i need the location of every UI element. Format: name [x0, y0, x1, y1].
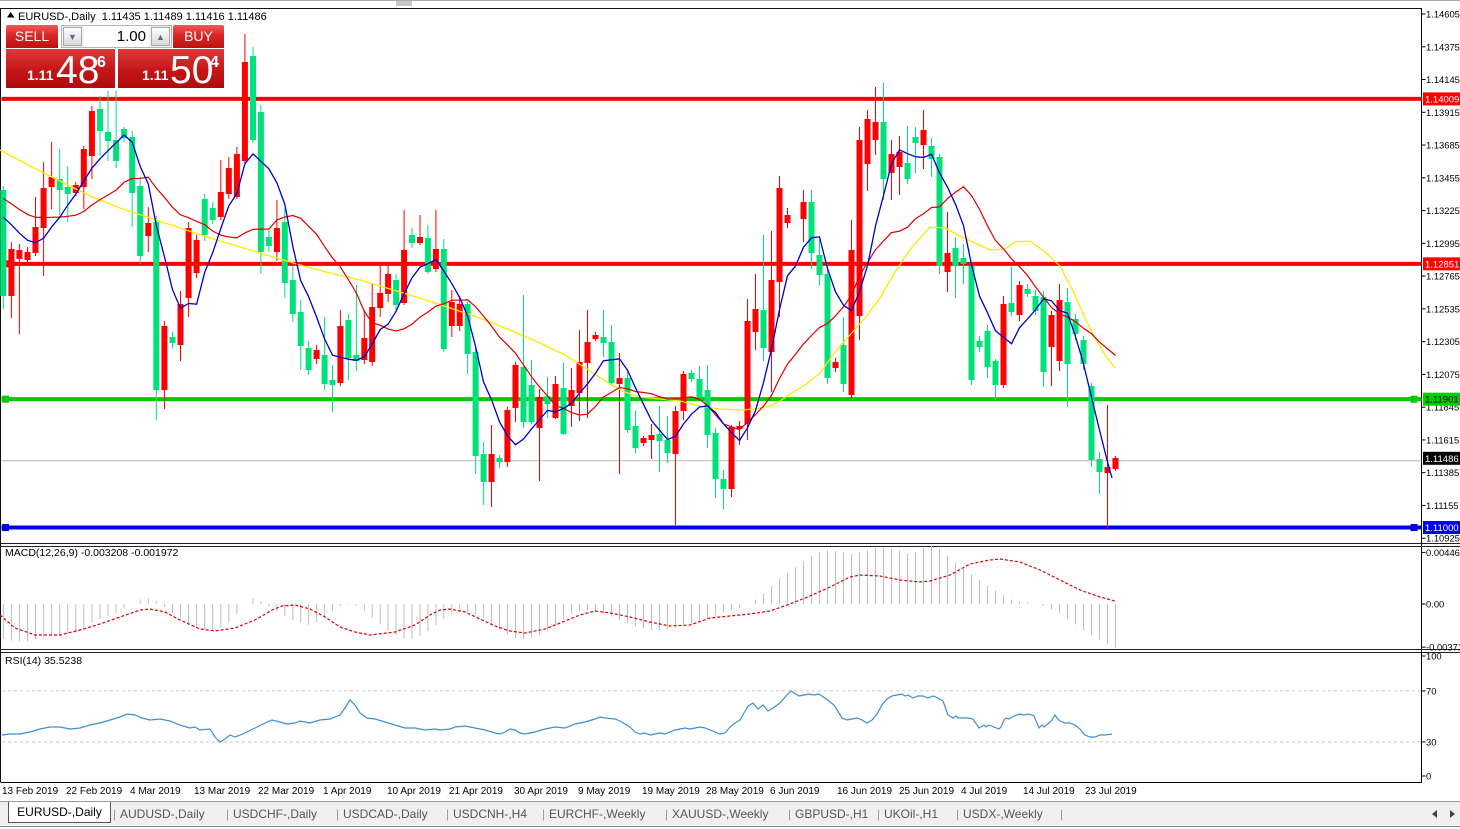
svg-text:XAUUSD-,Weekly: XAUUSD-,Weekly: [672, 807, 768, 821]
svg-text:1.11385: 1.11385: [1426, 467, 1459, 478]
svg-text:1.13225: 1.13225: [1426, 205, 1460, 216]
svg-text:0.004465: 0.004465: [1426, 547, 1460, 558]
svg-text:14 Jul 2019: 14 Jul 2019: [1023, 786, 1075, 797]
svg-text:|: |: [542, 807, 545, 821]
svg-text:-0.003715: -0.003715: [1426, 642, 1460, 653]
svg-text:1.12305: 1.12305: [1426, 336, 1460, 347]
svg-text:AUDUSD-,Daily: AUDUSD-,Daily: [120, 807, 205, 821]
svg-text:1.13455: 1.13455: [1426, 172, 1460, 183]
svg-text:|: |: [336, 807, 339, 821]
svg-text:16 Jun 2019: 16 Jun 2019: [837, 786, 892, 797]
svg-text:28 May 2019: 28 May 2019: [706, 786, 764, 797]
svg-text:100: 100: [1426, 651, 1442, 662]
svg-text:1.12075: 1.12075: [1426, 369, 1460, 380]
svg-text:|: |: [877, 807, 880, 821]
svg-text:1.12765: 1.12765: [1426, 271, 1460, 282]
svg-text:30 Apr 2019: 30 Apr 2019: [514, 786, 568, 797]
svg-text:21 Apr 2019: 21 Apr 2019: [449, 786, 503, 797]
svg-text:0.00: 0.00: [1426, 599, 1444, 610]
svg-text:1.11000: 1.11000: [1425, 523, 1459, 534]
svg-text:1.14145: 1.14145: [1426, 74, 1460, 85]
svg-text:|: |: [665, 807, 668, 821]
svg-text:6 Jun 2019: 6 Jun 2019: [770, 786, 820, 797]
svg-text:|: |: [788, 807, 791, 821]
svg-text:13 Mar 2019: 13 Mar 2019: [194, 786, 251, 797]
svg-text:|: |: [226, 807, 229, 821]
svg-text:1.11845: 1.11845: [1426, 402, 1459, 413]
svg-text:USDCNH-,H4: USDCNH-,H4: [453, 807, 527, 821]
svg-text:RSI(14) 35.5238: RSI(14) 35.5238: [5, 655, 82, 667]
svg-text:9 May 2019: 9 May 2019: [578, 786, 631, 797]
svg-text:MACD(12,26,9) -0.003208 -0.001: MACD(12,26,9) -0.003208 -0.001972: [5, 547, 179, 559]
svg-text:1.11901: 1.11901: [1425, 395, 1459, 406]
svg-text:1.14375: 1.14375: [1426, 41, 1460, 52]
svg-text:1.12851: 1.12851: [1425, 259, 1459, 270]
svg-text:1 Apr 2019: 1 Apr 2019: [323, 786, 372, 797]
svg-text:1.13915: 1.13915: [1426, 107, 1460, 118]
svg-text:USDCAD-,Daily: USDCAD-,Daily: [343, 807, 428, 821]
svg-text:|: |: [956, 807, 959, 821]
svg-text:4 Jul 2019: 4 Jul 2019: [961, 786, 1008, 797]
svg-text:USDCHF-,Daily: USDCHF-,Daily: [233, 807, 317, 821]
svg-text:|: |: [446, 807, 449, 821]
svg-text:USDX-,Weekly: USDX-,Weekly: [963, 807, 1043, 821]
svg-text:1.11155: 1.11155: [1426, 500, 1459, 511]
svg-text:1.12535: 1.12535: [1426, 303, 1460, 314]
svg-text:|: |: [1060, 807, 1063, 821]
svg-text:UKOil-,H1: UKOil-,H1: [884, 807, 938, 821]
svg-text:22 Feb 2019: 22 Feb 2019: [66, 786, 123, 797]
svg-text:70: 70: [1426, 685, 1436, 696]
svg-text:GBPUSD-,H1: GBPUSD-,H1: [795, 807, 869, 821]
svg-text:1.11486: 1.11486: [1425, 454, 1459, 465]
svg-text:|: |: [113, 807, 116, 821]
svg-text:1.13685: 1.13685: [1426, 140, 1460, 151]
svg-text:1.10925: 1.10925: [1426, 533, 1460, 544]
svg-text:10 Apr 2019: 10 Apr 2019: [387, 786, 441, 797]
svg-text:1.14605: 1.14605: [1426, 8, 1460, 19]
svg-text:4 Mar 2019: 4 Mar 2019: [130, 786, 181, 797]
svg-text:19 May 2019: 19 May 2019: [642, 786, 700, 797]
svg-text:30: 30: [1426, 736, 1436, 747]
svg-text:25 Jun 2019: 25 Jun 2019: [899, 786, 954, 797]
svg-text:13 Feb 2019: 13 Feb 2019: [2, 786, 59, 797]
svg-text:1.12995: 1.12995: [1426, 238, 1460, 249]
svg-text:0: 0: [1426, 771, 1431, 782]
svg-text:22 Mar 2019: 22 Mar 2019: [258, 786, 315, 797]
svg-text:EURCHF-,Weekly: EURCHF-,Weekly: [549, 807, 645, 821]
svg-text:23 Jul 2019: 23 Jul 2019: [1085, 786, 1137, 797]
svg-text:1.14009: 1.14009: [1425, 94, 1459, 105]
svg-text:1.11615: 1.11615: [1426, 434, 1459, 445]
